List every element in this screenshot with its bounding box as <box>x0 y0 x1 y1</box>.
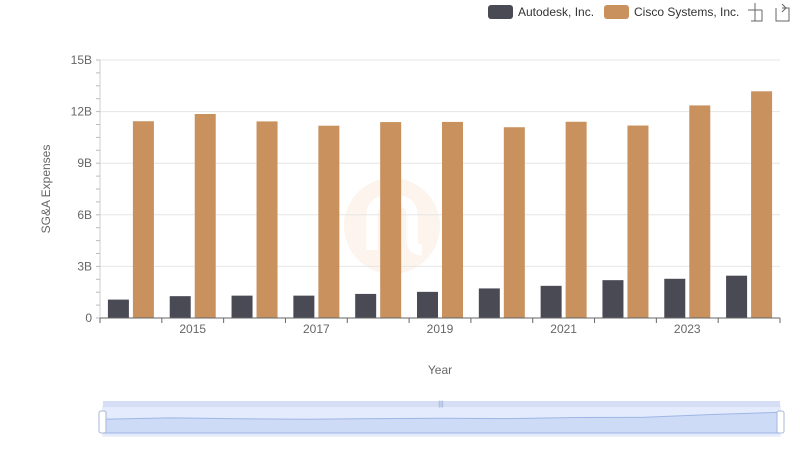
bar-cisco-2022[interactable] <box>627 125 649 318</box>
legend-item-cisco[interactable]: Cisco Systems, Inc. <box>604 5 739 19</box>
bar-autodesk-2018[interactable] <box>355 293 377 318</box>
bars <box>107 91 773 319</box>
x-tick-label: 2017 <box>303 322 330 336</box>
bar-autodesk-2024[interactable] <box>726 275 748 318</box>
x-tick-label: 2023 <box>674 322 701 336</box>
zoom-icon[interactable] <box>748 3 763 22</box>
y-tick-label: 6B <box>77 208 92 222</box>
x-tick-label: 2019 <box>427 322 454 336</box>
legend-label-cisco: Cisco Systems, Inc. <box>634 5 739 19</box>
bar-autodesk-2016[interactable] <box>231 295 253 318</box>
y-axis: 0 3B 6B 9B 12B 15B <box>71 53 101 325</box>
legend-item-autodesk[interactable]: Autodesk, Inc. <box>488 5 594 19</box>
bar-autodesk-2023[interactable] <box>664 278 686 318</box>
y-tick-label: 15B <box>71 53 92 67</box>
bar-cisco-2014[interactable] <box>132 121 154 319</box>
bar-autodesk-2021[interactable] <box>540 285 562 318</box>
bar-cisco-2018[interactable] <box>380 122 402 318</box>
x-axis: 2015 2017 2019 2021 2023 <box>99 317 781 336</box>
legend-swatch-autodesk <box>488 5 513 19</box>
zoom-slider-top-bar[interactable] <box>103 401 780 407</box>
bar-cisco-2019[interactable] <box>442 121 463 318</box>
bar-autodesk-2014[interactable] <box>107 299 129 318</box>
bar-autodesk-2019[interactable] <box>417 291 438 318</box>
x-tick-label: 2021 <box>550 322 577 336</box>
zoom-slider[interactable]: ||| <box>98 401 785 437</box>
legend-swatch-cisco <box>604 5 629 19</box>
y-tick-label: 9B <box>77 156 92 170</box>
bar-autodesk-2020[interactable] <box>478 288 500 318</box>
restore-icon[interactable] <box>775 3 790 22</box>
x-axis-title: Year <box>428 363 452 377</box>
zoom-slider-grip-icon: ||| <box>438 401 444 408</box>
bar-cisco-2015[interactable] <box>194 114 216 319</box>
bar-autodesk-2015[interactable] <box>169 296 191 318</box>
zoom-slider-handle-left[interactable] <box>98 410 107 434</box>
bar-cisco-2017[interactable] <box>318 125 340 318</box>
bar-autodesk-2017[interactable] <box>293 295 315 318</box>
y-tick-label: 3B <box>77 259 92 273</box>
legend-label-autodesk: Autodesk, Inc. <box>518 5 594 19</box>
bar-cisco-2024[interactable] <box>751 91 773 318</box>
bar-cisco-2021[interactable] <box>565 121 587 318</box>
y-tick-label: 12B <box>71 105 92 119</box>
bar-cisco-2016[interactable] <box>256 121 278 319</box>
x-tick-label: 2015 <box>179 322 206 336</box>
bar-cisco-2023[interactable] <box>689 105 711 319</box>
legend: Autodesk, Inc. Cisco Systems, Inc. <box>488 5 739 19</box>
bar-cisco-2020[interactable] <box>503 127 525 318</box>
zoom-slider-handle-right[interactable] <box>776 410 785 434</box>
y-tick-label: 0 <box>85 311 92 325</box>
bar-autodesk-2022[interactable] <box>602 280 624 318</box>
y-axis-title: SG&A Expenses <box>39 145 53 234</box>
